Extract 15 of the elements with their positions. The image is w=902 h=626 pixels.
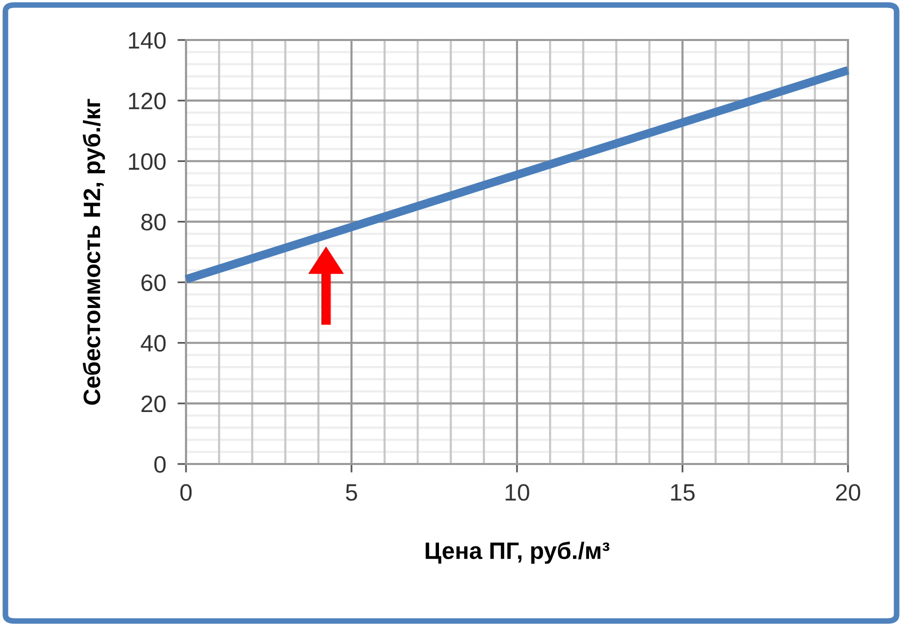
y-tick-label: 40 — [140, 334, 166, 352]
y-tick-label: 80 — [141, 214, 166, 230]
x-axis-title: Цена ПГ, руб./м³ — [426, 542, 610, 564]
y-axis-title: Себестоимость Н2, руб./кг — [82, 98, 105, 405]
y-tick-label: 60 — [141, 274, 166, 292]
x-tick-label: 0 — [180, 484, 192, 501]
y-tick-label: 100 — [128, 153, 166, 170]
y-tick-label: 140 — [128, 32, 166, 49]
x-tick-label: 5 — [346, 484, 358, 501]
x-tick-label: 10 — [506, 484, 530, 501]
y-tick-label: 0 — [154, 456, 166, 473]
y-tick-label: 20 — [141, 395, 166, 412]
y-tick-label: 120 — [128, 92, 166, 110]
x-tick-label: 20 — [836, 484, 860, 501]
x-tick-label: 15 — [671, 484, 695, 501]
